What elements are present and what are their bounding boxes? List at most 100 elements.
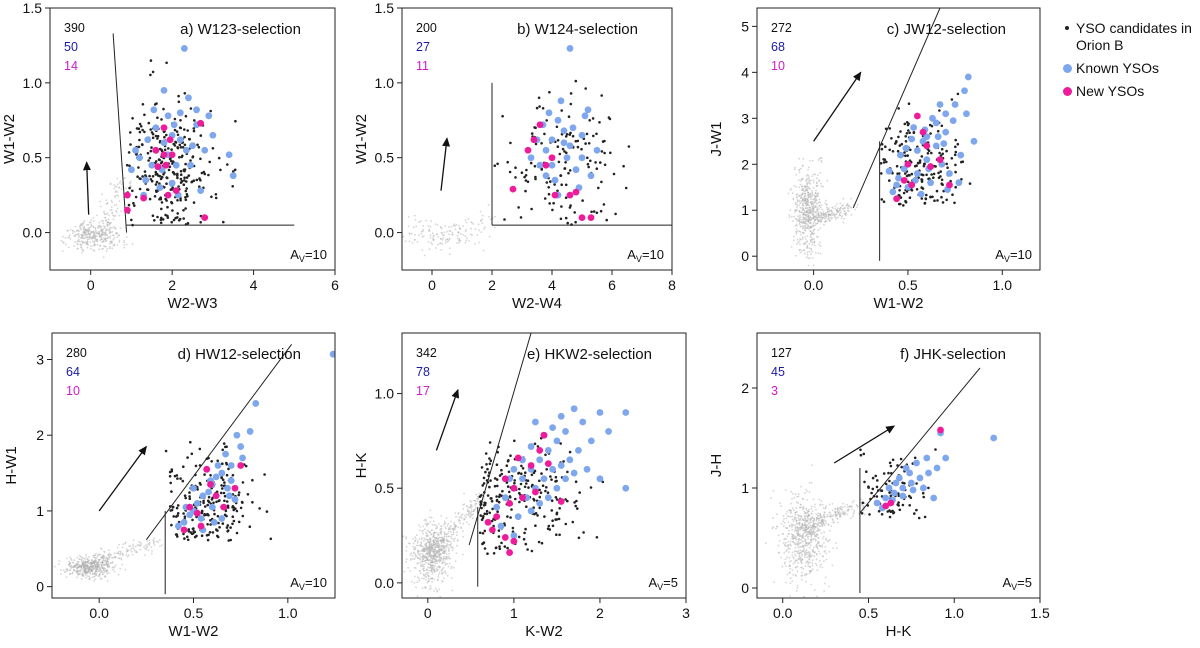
- candidate-point: [518, 491, 521, 495]
- candidate-point: [600, 180, 603, 184]
- field-star-point: [151, 552, 153, 555]
- candidate-point: [548, 528, 552, 531]
- field-star-point: [818, 214, 821, 217]
- candidate-point: [190, 452, 194, 456]
- known-yso-point: [964, 73, 972, 81]
- field-star-point: [827, 215, 830, 218]
- field-star-point: [427, 225, 430, 227]
- field-star-point: [804, 519, 806, 522]
- field-star-point: [441, 561, 444, 563]
- field-star-point: [821, 537, 824, 540]
- candidate-point: [554, 480, 557, 483]
- candidate-point: [498, 474, 502, 477]
- field-star-point: [790, 512, 792, 514]
- field-star-point: [84, 236, 87, 239]
- field-star-point: [811, 510, 814, 512]
- field-star-point: [824, 576, 827, 579]
- field-star-point: [113, 552, 116, 555]
- field-star-point: [111, 230, 114, 233]
- field-star-point: [811, 251, 813, 253]
- field-star-point: [439, 546, 442, 548]
- new-yso-point: [237, 462, 245, 469]
- field-star-point: [841, 510, 844, 513]
- field-star-point: [71, 229, 74, 232]
- candidate-point: [497, 535, 501, 538]
- candidate-point: [926, 152, 930, 155]
- known-yso-point: [152, 124, 160, 132]
- candidate-point: [496, 450, 500, 454]
- field-star-point: [447, 555, 450, 558]
- field-star-point: [91, 237, 94, 240]
- field-star-point: [819, 245, 822, 248]
- candidate-point: [483, 547, 487, 550]
- field-star-point: [479, 210, 482, 213]
- candidate-point: [237, 520, 241, 524]
- field-star-point: [817, 212, 820, 215]
- field-star-point: [783, 517, 785, 520]
- candidate-point: [555, 533, 558, 536]
- field-star-point: [803, 573, 806, 576]
- candidate-point: [187, 530, 190, 533]
- field-star-point: [829, 214, 832, 217]
- field-star-point: [824, 213, 827, 216]
- field-star-point: [807, 215, 810, 218]
- field-star-point: [433, 234, 435, 237]
- field-star-point: [806, 191, 809, 194]
- field-star-point: [99, 577, 102, 580]
- known-yso-point: [581, 112, 589, 120]
- field-star-point: [115, 185, 118, 188]
- known-yso-point: [246, 428, 254, 435]
- field-star-point: [133, 547, 135, 550]
- candidate-point: [179, 146, 183, 149]
- field-star-point: [80, 558, 83, 561]
- candidate-point: [594, 161, 597, 164]
- candidate-point: [192, 179, 196, 182]
- candidate-point: [580, 147, 583, 151]
- candidate-point: [501, 114, 504, 118]
- known-yso-point: [919, 137, 927, 145]
- field-star-point: [807, 169, 809, 171]
- field-star-point: [807, 565, 810, 568]
- field-star-point: [444, 526, 447, 529]
- field-star-point: [815, 558, 818, 561]
- field-star-point: [847, 510, 849, 512]
- field-star-point: [795, 218, 798, 221]
- candidate-point: [219, 168, 222, 172]
- field-star-point: [823, 524, 826, 527]
- field-star-point: [70, 557, 72, 560]
- field-star-point: [779, 502, 782, 505]
- known-yso-point: [542, 146, 550, 154]
- field-star-point: [819, 219, 821, 222]
- field-star-point: [802, 540, 805, 543]
- candidate-point: [871, 476, 875, 480]
- field-star-point: [842, 204, 844, 207]
- candidate-point: [552, 201, 555, 205]
- field-star-point: [780, 505, 783, 508]
- candidate-point: [497, 529, 501, 532]
- candidate-point: [149, 59, 153, 62]
- field-star-point: [799, 517, 802, 519]
- field-star-point: [113, 225, 115, 228]
- count-total: 280: [66, 346, 87, 360]
- field-star-point: [800, 201, 803, 203]
- known-yso-point: [936, 101, 944, 108]
- field-star-point: [428, 550, 430, 553]
- field-star-point: [818, 208, 820, 211]
- field-star-point: [797, 215, 799, 217]
- candidate-point: [544, 453, 547, 457]
- field-star-point: [90, 559, 93, 561]
- candidate-point: [530, 207, 533, 211]
- field-star-point: [818, 204, 821, 207]
- candidate-point: [184, 496, 187, 500]
- candidate-point: [599, 209, 603, 213]
- field-star-point: [796, 495, 799, 498]
- field-star-point: [450, 533, 453, 536]
- field-star-point: [74, 241, 77, 243]
- candidate-point: [505, 464, 509, 468]
- candidate-point: [603, 163, 607, 167]
- candidate-point: [559, 217, 563, 221]
- candidate-point: [527, 486, 530, 489]
- known-yso-point: [566, 456, 574, 464]
- field-star-point: [435, 543, 438, 546]
- field-star-point: [98, 231, 101, 234]
